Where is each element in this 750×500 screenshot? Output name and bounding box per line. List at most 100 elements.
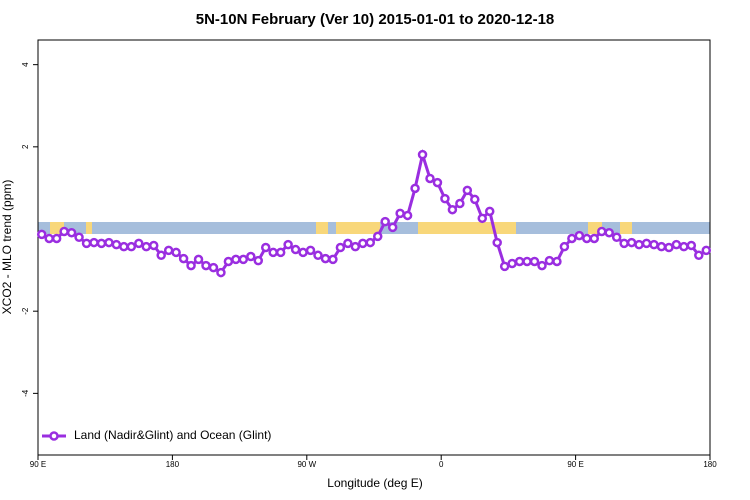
data-point <box>440 193 450 204</box>
data-point <box>664 242 674 253</box>
data-point <box>96 238 107 249</box>
data-point <box>148 240 159 251</box>
data-point <box>66 227 77 238</box>
data-point <box>156 250 166 261</box>
data-point <box>455 198 465 209</box>
x-tick-label: 90 W <box>297 460 316 469</box>
data-point <box>567 233 577 244</box>
data-point <box>126 241 137 252</box>
data-point <box>283 239 293 250</box>
data-point <box>298 247 308 258</box>
data-point <box>178 253 189 264</box>
data-point <box>186 260 196 271</box>
data-point <box>208 262 219 273</box>
y-tick-label: 2 <box>21 144 30 149</box>
data-point <box>275 247 286 258</box>
data-point <box>641 238 652 249</box>
data-point <box>514 256 525 267</box>
data-point <box>193 254 204 265</box>
x-tick-label: 180 <box>703 460 717 469</box>
data-point <box>365 237 376 248</box>
data-point <box>36 229 47 240</box>
data-point <box>559 241 570 252</box>
data-point <box>305 245 316 256</box>
data-point <box>649 239 659 250</box>
data-point <box>268 247 278 258</box>
data-point <box>477 213 488 224</box>
y-tick-label: 4 <box>21 62 30 67</box>
data-point <box>231 254 241 265</box>
data-point <box>596 226 607 237</box>
data-point <box>462 185 473 196</box>
data-point <box>507 258 517 269</box>
data-point <box>626 237 637 248</box>
x-tick-label: 0 <box>439 460 444 469</box>
data-point <box>238 254 249 265</box>
data-point <box>163 245 174 256</box>
x-tick-label: 180 <box>166 460 180 469</box>
data-point <box>619 238 629 249</box>
data-point <box>387 222 398 233</box>
data-point <box>260 242 271 253</box>
data-point <box>372 231 383 242</box>
data-point <box>81 238 92 249</box>
data-point <box>425 173 435 184</box>
data-line <box>41 148 708 275</box>
data-point <box>246 251 256 262</box>
data-point <box>395 208 405 219</box>
data-point <box>634 239 644 250</box>
data-point <box>611 232 622 242</box>
data-point <box>410 183 420 194</box>
legend-label: Land (Nadir&Glint) and Ocean (Glint) <box>74 428 271 442</box>
data-point <box>499 261 510 272</box>
data-point <box>328 254 338 265</box>
y-tick-label: -4 <box>21 389 30 397</box>
data-point <box>432 177 443 188</box>
data-point <box>582 233 592 244</box>
y-axis-label: XCO2 - MLO trend (ppm) <box>0 180 14 315</box>
data-point <box>671 239 682 250</box>
data-point <box>335 242 346 253</box>
data-point <box>402 210 413 221</box>
data-point <box>358 238 368 249</box>
data-point <box>111 239 122 250</box>
data-point <box>492 237 502 248</box>
data-point <box>552 256 562 267</box>
data-point <box>522 256 532 267</box>
x-tick-label: 90 E <box>567 460 583 469</box>
data-point <box>417 149 428 160</box>
legend-marker <box>49 431 59 441</box>
x-axis-label: Longitude (deg E) <box>327 476 422 490</box>
data-point <box>320 253 331 264</box>
data-point <box>134 238 144 249</box>
data-point <box>537 260 547 271</box>
data-point <box>89 237 99 248</box>
data-point <box>343 238 353 249</box>
x-tick-label: 90 E <box>30 460 46 469</box>
data-point <box>544 255 555 266</box>
data-point <box>223 256 234 267</box>
data-point <box>529 256 540 267</box>
data-point <box>201 260 211 271</box>
data-point <box>447 204 458 215</box>
data-point <box>171 247 181 258</box>
data-point <box>313 250 323 261</box>
data-point <box>484 206 495 217</box>
data-point <box>701 245 712 256</box>
data-point <box>574 230 585 241</box>
data-point <box>290 244 301 255</box>
data-point <box>604 227 614 238</box>
data-point <box>656 241 667 252</box>
chart-title: 5N-10N February (Ver 10) 2015-01-01 to 2… <box>196 11 555 28</box>
y-tick-label: -2 <box>21 307 30 315</box>
data-point <box>44 233 54 244</box>
data-point <box>589 233 600 244</box>
data-point <box>253 255 264 266</box>
data-point <box>119 241 129 252</box>
data-point <box>59 226 69 237</box>
data-point <box>51 233 62 244</box>
data-point <box>694 250 704 261</box>
data-point <box>350 241 361 252</box>
data-point <box>679 241 689 252</box>
